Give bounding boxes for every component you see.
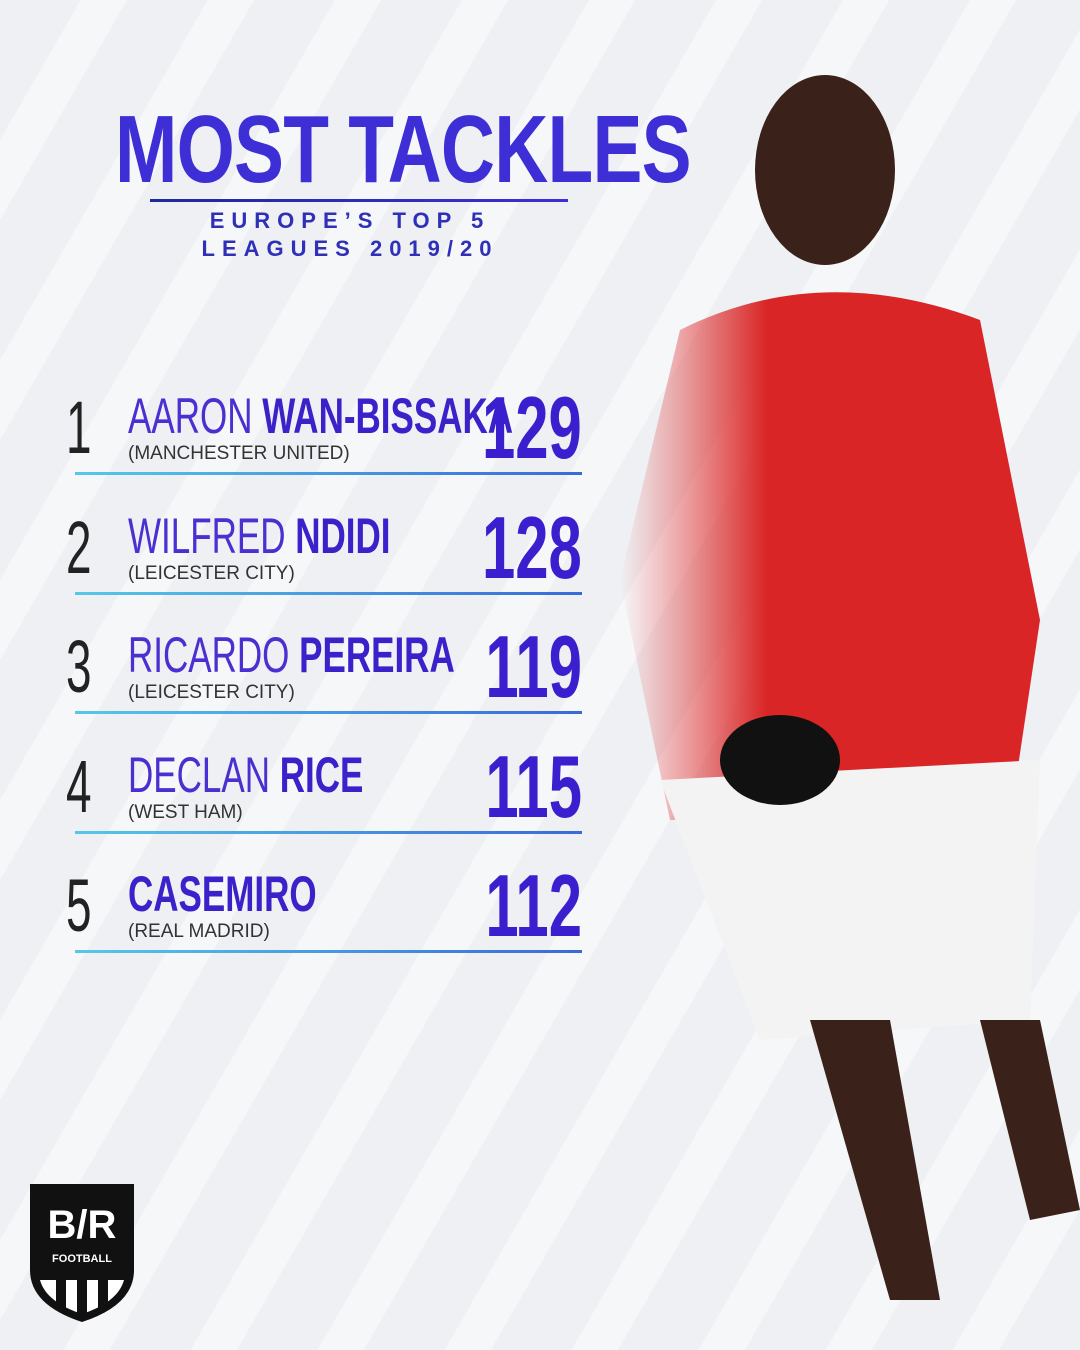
first-name: AARON bbox=[128, 388, 253, 444]
rank: 2 bbox=[66, 505, 92, 589]
row-divider bbox=[75, 830, 582, 834]
title: MOST TACKLES bbox=[115, 96, 692, 203]
subtitle: LEAGUES 2019/20 bbox=[201, 236, 499, 261]
rank: 3 bbox=[66, 625, 92, 708]
logo-label: FOOTBALL bbox=[52, 1253, 112, 1265]
rank: 5 bbox=[66, 864, 92, 947]
row-divider bbox=[75, 472, 582, 475]
tackles: 115 bbox=[485, 736, 582, 836]
subtitle: EUROPE’S TOP 5 bbox=[209, 208, 491, 233]
tackles: 128 bbox=[482, 497, 582, 597]
last-name: PEREIRA bbox=[299, 627, 455, 683]
tackles: 129 bbox=[482, 378, 582, 477]
row-divider bbox=[75, 591, 582, 595]
club: (REAL MADRID) bbox=[128, 921, 270, 942]
first-name: RICARDO bbox=[128, 627, 290, 683]
player-name: RICARDO PEREIRA bbox=[128, 626, 455, 684]
logo-mark: B/R bbox=[48, 1203, 117, 1247]
row-divider bbox=[75, 950, 582, 953]
rank: 1 bbox=[66, 386, 92, 469]
last-name: NDIDI bbox=[295, 507, 391, 564]
player-name: CASEMIRO bbox=[128, 865, 317, 923]
title-rule bbox=[150, 199, 568, 202]
row-divider bbox=[75, 711, 582, 714]
tackles: 112 bbox=[485, 856, 582, 955]
player-photo bbox=[620, 75, 1080, 1300]
player-name: AARON WAN-BISSAKA bbox=[128, 387, 513, 445]
club: (MANCHESTER UNITED) bbox=[128, 443, 350, 464]
rank: 4 bbox=[66, 744, 92, 828]
last-name: WAN-BISSAKA bbox=[262, 388, 514, 444]
last-name: CASEMIRO bbox=[128, 866, 317, 922]
player-name: WILFRED NDIDI bbox=[128, 507, 391, 565]
first-name: DECLAN bbox=[128, 746, 270, 803]
first-name: WILFRED bbox=[128, 507, 286, 564]
last-name: RICE bbox=[279, 746, 364, 803]
player-name: DECLAN RICE bbox=[128, 746, 363, 804]
club: (WEST HAM) bbox=[128, 801, 243, 823]
tackles: 119 bbox=[485, 617, 582, 716]
club: (LEICESTER CITY) bbox=[128, 562, 295, 584]
logo: B/R FOOTBALL bbox=[30, 1184, 134, 1322]
club: (LEICESTER CITY) bbox=[128, 682, 295, 703]
